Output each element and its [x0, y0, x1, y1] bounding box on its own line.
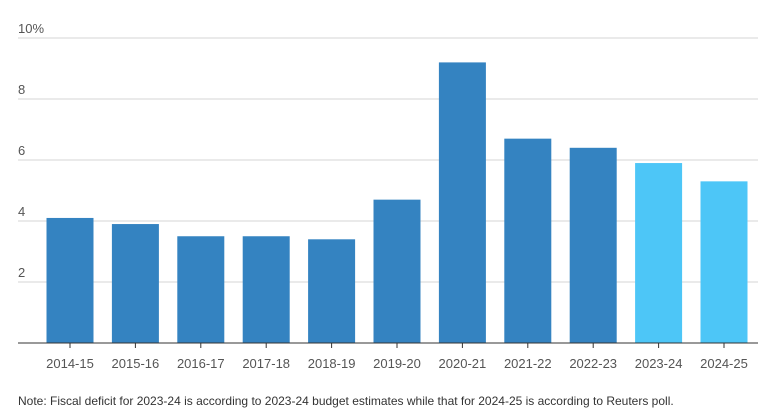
y-tick-label: 8: [18, 82, 25, 97]
x-tick-label: 2018-19: [308, 356, 356, 371]
bar-2020-21: [438, 62, 486, 344]
bar-2021-22: [504, 138, 552, 343]
x-tick-label: 2017-18: [242, 356, 290, 371]
x-tick-label: 2024-25: [700, 356, 748, 371]
x-tick-label: 2022-23: [569, 356, 617, 371]
bar-2018-19: [308, 239, 356, 343]
x-tick-label: 2023-24: [635, 356, 683, 371]
bar-2023-24: [635, 163, 683, 343]
bar-chart: 2 4 6 8 10% 2014-15 2015-16 2016-17 2017-18 2018…: [18, 21, 758, 371]
bar-2015-16: [111, 224, 159, 343]
x-axis-ticks: 2014-15 2015-16 2016-17 2017-18 2018-19 2019-…: [46, 343, 748, 371]
bar-2014-15: [46, 217, 94, 343]
y-tick-label: 4: [18, 204, 25, 219]
x-tick-label: 2021-22: [504, 356, 552, 371]
bar-2019-20: [373, 199, 421, 343]
y-tick-label: 10%: [18, 21, 44, 36]
bar-2016-17: [177, 236, 225, 343]
x-tick-label: 2015-16: [112, 356, 160, 371]
chart-note: Note: Fiscal deficit for 2023-24 is acco…: [18, 394, 674, 408]
bar-2022-23: [569, 147, 617, 343]
x-tick-label: 2020-21: [439, 356, 487, 371]
x-tick-label: 2014-15: [46, 356, 94, 371]
bars: [46, 62, 748, 344]
y-tick-label: 2: [18, 265, 25, 280]
gridlines: [18, 37, 758, 283]
bar-2017-18: [242, 236, 290, 343]
x-tick-label: 2016-17: [177, 356, 225, 371]
y-tick-label: 6: [18, 143, 25, 158]
bar-2024-25: [700, 181, 748, 343]
y-axis-ticks: 2 4 6 8 10%: [18, 21, 44, 280]
x-tick-label: 2019-20: [373, 356, 421, 371]
